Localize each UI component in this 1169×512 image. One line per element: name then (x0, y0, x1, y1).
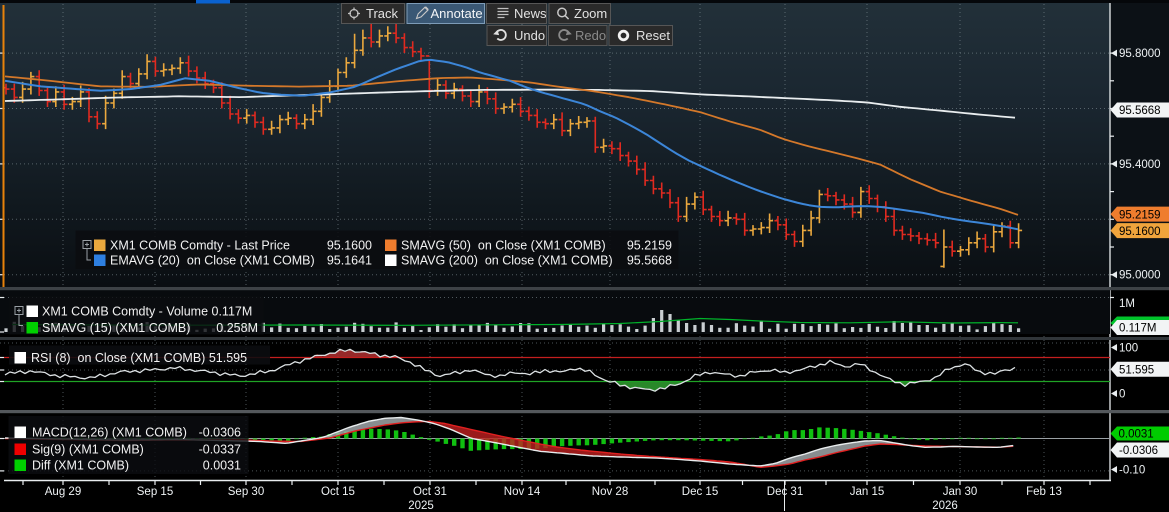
svg-text:RSI (8) on Close (XM1 COMB) 5: RSI (8) on Close (XM1 COMB) 51.595 (31, 351, 247, 365)
svg-text:95.1600: 95.1600 (327, 239, 372, 253)
svg-text:SMAVG (15) (XM1 COMB): SMAVG (15) (XM1 COMB) (42, 321, 190, 335)
svg-text:95.2159: 95.2159 (1119, 209, 1161, 221)
svg-text:Undo: Undo (514, 28, 545, 43)
svg-text:XM1 COMB Comdty - Volume 0.117: XM1 COMB Comdty - Volume 0.117M (42, 305, 252, 319)
svg-text:95.4000: 95.4000 (1119, 159, 1161, 171)
svg-text:MACD(12,26) (XM1 COMB): MACD(12,26) (XM1 COMB) (32, 426, 187, 440)
svg-text:Sep 15: Sep 15 (137, 486, 173, 498)
svg-text:95.1641: 95.1641 (327, 254, 372, 268)
svg-text:51.595: 51.595 (1119, 365, 1154, 377)
svg-text:Nov 14: Nov 14 (504, 486, 541, 498)
svg-text:Redo: Redo (575, 28, 606, 43)
svg-text:Jan 30: Jan 30 (943, 486, 978, 498)
svg-text:0.0031: 0.0031 (203, 459, 241, 473)
svg-text:Oct 15: Oct 15 (321, 486, 355, 498)
svg-text:95.5668: 95.5668 (627, 254, 672, 268)
svg-text:XM1 COMB Comdty - Last Price: XM1 COMB Comdty - Last Price (110, 239, 290, 253)
svg-text:Sig(9) (XM1 COMB): Sig(9) (XM1 COMB) (32, 443, 144, 457)
svg-text:95.0000: 95.0000 (1119, 270, 1161, 282)
svg-text:2025: 2025 (408, 500, 434, 512)
svg-text:Dec 15: Dec 15 (682, 486, 718, 498)
svg-text:Oct 31: Oct 31 (413, 486, 447, 498)
svg-text:0.117M: 0.117M (1119, 323, 1157, 335)
svg-text:0: 0 (1119, 389, 1125, 401)
svg-text:Annotate: Annotate (431, 6, 483, 21)
svg-text:Nov 28: Nov 28 (592, 486, 628, 498)
svg-text:95.8000: 95.8000 (1119, 48, 1161, 60)
svg-text:2026: 2026 (932, 500, 958, 512)
svg-text:95.1600: 95.1600 (1119, 226, 1161, 238)
svg-text:SMAVG (200) on Close (XM1 COM: SMAVG (200) on Close (XM1 COMB) (401, 254, 613, 268)
svg-text:-0.10: -0.10 (1119, 465, 1145, 477)
svg-text:SMAVG (50) on Close (XM1 COMB: SMAVG (50) on Close (XM1 COMB) (401, 239, 606, 253)
svg-text:Jan 15: Jan 15 (850, 486, 885, 498)
svg-text:0.0031: 0.0031 (1119, 429, 1154, 441)
svg-text:Feb 13: Feb 13 (1026, 486, 1062, 498)
svg-text:Aug 29: Aug 29 (45, 486, 81, 498)
svg-text:Zoom: Zoom (574, 6, 607, 21)
svg-text:Track: Track (366, 6, 399, 21)
svg-text:Sep 30: Sep 30 (228, 486, 264, 498)
svg-text:Diff (XM1 COMB): Diff (XM1 COMB) (32, 459, 129, 473)
svg-text:-0.0306: -0.0306 (199, 426, 241, 440)
svg-text:95.5668: 95.5668 (1119, 105, 1161, 117)
svg-text:-0.0306: -0.0306 (1119, 445, 1158, 457)
svg-text:Reset: Reset (636, 28, 670, 43)
svg-text:0.258M: 0.258M (216, 321, 258, 335)
svg-text:1M: 1M (1119, 298, 1135, 310)
svg-text:95.2159: 95.2159 (627, 239, 672, 253)
svg-text:News: News (514, 6, 547, 21)
svg-text:-0.0337: -0.0337 (199, 443, 241, 457)
svg-text:100: 100 (1119, 343, 1138, 355)
svg-text:EMAVG (20) on Close (XM1 COMB: EMAVG (20) on Close (XM1 COMB) (110, 254, 315, 268)
